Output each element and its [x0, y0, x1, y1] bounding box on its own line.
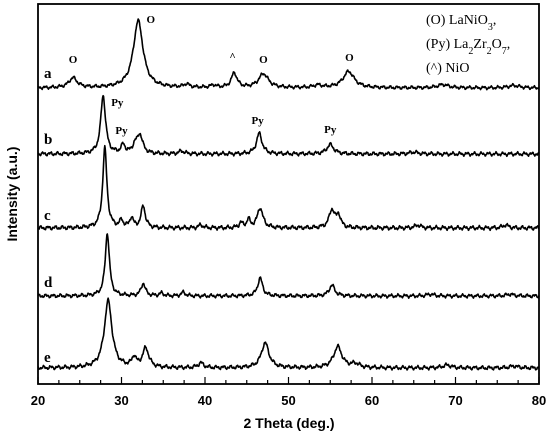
- pattern-label-e: e: [44, 350, 51, 366]
- peak-annotation: O: [146, 14, 155, 26]
- peak-annotation: O: [69, 54, 78, 66]
- pattern-label-b: b: [44, 132, 52, 148]
- peak-annotation: Py: [251, 115, 264, 127]
- x-axis-title: 2 Theta (deg.): [243, 415, 334, 431]
- x-tick-label: 60: [365, 393, 379, 408]
- peak-annotation: Py: [115, 125, 128, 137]
- pattern-label-c: c: [44, 208, 51, 224]
- pattern-label-a: a: [44, 66, 52, 82]
- x-tick-label: 50: [281, 393, 295, 408]
- legend-entry-lanio3: (O) LaNiO3,: [426, 13, 496, 33]
- peak-annotation: O: [345, 52, 354, 64]
- plot-area: a b c d e O O ^ O O Py Py Py Py: [37, 14, 540, 371]
- y-axis-title: Intensity (a.u.): [4, 147, 20, 242]
- x-tick-label: 70: [448, 393, 462, 408]
- xrd-trace-a: [37, 18, 540, 91]
- legend-entry-nio: (^) NiO: [426, 61, 470, 76]
- x-tick-label: 80: [532, 393, 546, 408]
- pattern-label-d: d: [44, 275, 53, 291]
- peak-annotation: O: [259, 54, 268, 66]
- x-tick-label: 30: [114, 393, 128, 408]
- legend-entry-la2zr2o7: (Py) La2Zr2O7,: [426, 37, 510, 57]
- legend: (O) LaNiO3, (Py) La2Zr2O7, (^) NiO: [426, 13, 510, 76]
- xrd-trace-c: [37, 144, 540, 232]
- x-axis: 20 30 40 50 60 70 80: [31, 377, 546, 408]
- xrd-trace-b: [37, 94, 540, 158]
- peak-annotation: ^: [229, 51, 235, 63]
- xrd-trace-d: [37, 233, 540, 299]
- x-tick-label: 20: [31, 393, 45, 408]
- x-tick-label: 40: [198, 393, 212, 408]
- peak-annotation: Py: [324, 124, 337, 136]
- xrd-trace-e: [37, 297, 540, 371]
- peak-annotation: Py: [111, 97, 124, 109]
